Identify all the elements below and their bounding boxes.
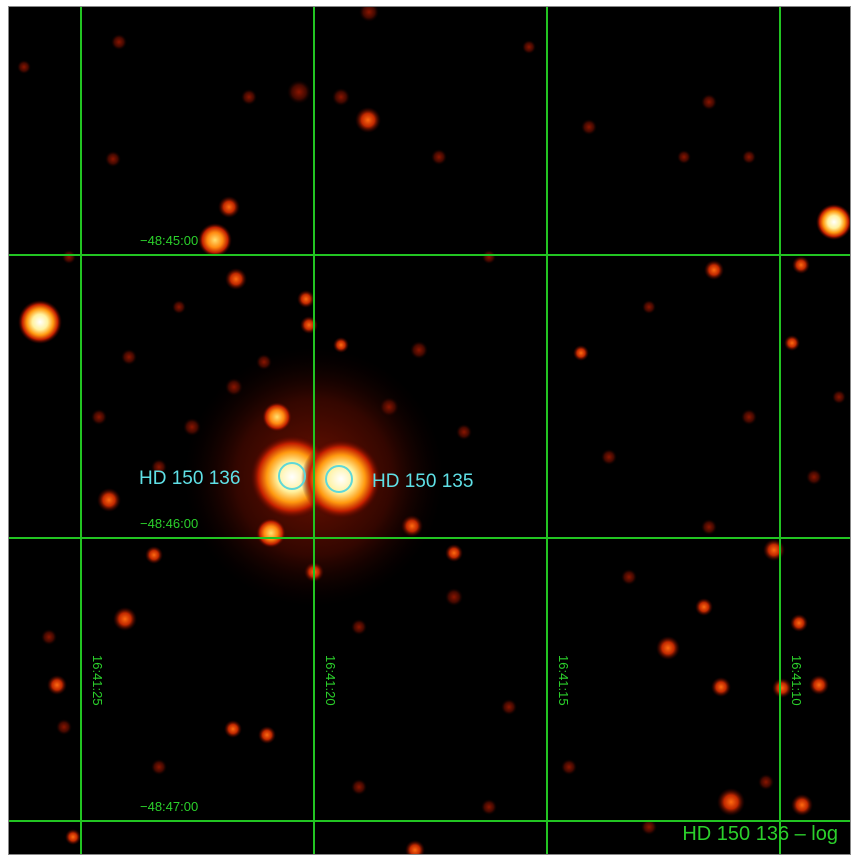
x-ray-source-blob [258, 726, 276, 744]
source-label: HD 150 136 [139, 468, 241, 489]
x-ray-source-blob [790, 614, 808, 632]
x-ray-source-blob [172, 300, 186, 314]
x-ray-source-blob [56, 719, 72, 735]
x-ray-source-blob [701, 519, 717, 535]
x-ray-source-blob [695, 598, 713, 616]
x-ray-source-blob [225, 268, 247, 290]
ra-label: 16:41:15 [556, 655, 571, 706]
x-ray-source-blob [151, 459, 167, 475]
x-ray-source-blob [832, 390, 846, 404]
x-ray-source-blob [91, 409, 107, 425]
xray-sky-map [17, 7, 850, 854]
x-ray-source-blob [758, 774, 774, 790]
x-ray-source-blob [62, 250, 76, 264]
ra-label: 16:41:20 [323, 655, 338, 706]
x-ray-source-blob [806, 469, 822, 485]
x-ray-source-blob [445, 544, 463, 562]
x-ray-source-blob [224, 720, 242, 738]
x-ray-source-blob [704, 260, 724, 280]
x-ray-source-blob [47, 675, 67, 695]
x-ray-source-blob [145, 546, 163, 564]
ra-label: 16:41:10 [789, 655, 804, 706]
x-ray-source-blob [218, 196, 240, 218]
x-ray-source-blob [300, 316, 318, 334]
x-ray-source-blob [405, 840, 425, 854]
x-ray-source-blob [359, 7, 379, 22]
x-ray-source-blob [18, 300, 62, 344]
x-ray-source-blob [445, 588, 463, 606]
x-ray-source-blob [111, 34, 127, 50]
x-ray-source-blob [151, 759, 167, 775]
x-ray-source-blob [581, 119, 597, 135]
x-ray-source-blob [741, 409, 757, 425]
x-ray-source-blob [816, 204, 850, 240]
sky-image: −48:45:00 −48:46:00 −48:47:00 16:41:25 1… [8, 6, 851, 855]
x-ray-source-blob [621, 569, 637, 585]
x-ray-source-blob [183, 418, 201, 436]
x-ray-source-blob [711, 677, 731, 697]
x-ray-source-blob [287, 80, 311, 104]
x-ray-source-blob [791, 794, 813, 816]
x-ray-source-blob [297, 290, 315, 308]
dec-label: −48:45:00 [140, 233, 199, 248]
x-ray-source-blob [482, 250, 496, 264]
x-ray-source-blob [501, 699, 517, 715]
image-title: HD 150 136 – log [682, 823, 838, 845]
x-ray-source-blob [717, 788, 745, 816]
x-ray-source-blob [573, 345, 589, 361]
x-ray-source-blob [656, 636, 680, 660]
dec-grid-line [9, 820, 850, 822]
x-ray-source-blob [351, 779, 367, 795]
ra-grid-line [779, 7, 781, 854]
x-ray-source-blob [641, 819, 657, 835]
source-label: HD 150 135 [372, 471, 474, 492]
x-ray-source-blob [410, 341, 428, 359]
dec-grid-line [9, 254, 850, 256]
x-ray-source-blob [97, 488, 121, 512]
x-ray-source-blob [763, 539, 785, 561]
x-ray-source-blob [809, 675, 829, 695]
x-ray-source-blob [351, 619, 367, 635]
x-ray-source-blob [225, 378, 243, 396]
x-ray-source-blob [677, 150, 691, 164]
x-ray-source-blob [561, 759, 577, 775]
x-ray-source-blob [742, 150, 756, 164]
x-ray-source-blob [355, 107, 381, 133]
source-marker-hd150135[interactable] [325, 465, 353, 493]
dec-grid-line [9, 537, 850, 539]
x-ray-source-blob [431, 149, 447, 165]
dec-label: −48:47:00 [140, 799, 199, 814]
x-ray-source-blob [17, 60, 31, 74]
x-ray-source-blob [198, 223, 232, 257]
x-ray-source-blob [256, 518, 286, 548]
x-ray-source-blob [401, 515, 423, 537]
x-ray-source-blob [65, 829, 81, 845]
x-ray-source-blob [121, 349, 137, 365]
x-ray-source-blob [113, 607, 137, 631]
source-marker-hd150136[interactable] [278, 462, 306, 490]
x-ray-source-blob [792, 256, 810, 274]
x-ray-source-blob [642, 300, 656, 314]
ra-label: 16:41:25 [90, 655, 105, 706]
x-ray-source-blob [772, 678, 792, 698]
x-ray-source-blob [456, 424, 472, 440]
x-ray-source-blob [481, 799, 497, 815]
x-ray-source-blob [784, 335, 800, 351]
x-ray-source-blob [332, 88, 350, 106]
x-ray-source-blob [379, 397, 399, 417]
x-ray-source-blob [41, 629, 57, 645]
x-ray-source-blob [522, 40, 536, 54]
dec-label: −48:46:00 [140, 516, 199, 531]
x-ray-source-blob [105, 151, 121, 167]
ra-grid-line [546, 7, 548, 854]
ra-grid-line [80, 7, 82, 854]
x-ray-source-blob [256, 354, 272, 370]
x-ray-source-blob [701, 94, 717, 110]
x-ray-source-blob [601, 449, 617, 465]
x-ray-source-blob [241, 89, 257, 105]
x-ray-source-blob [262, 402, 292, 432]
x-ray-source-blob [333, 337, 349, 353]
ra-grid-line [313, 7, 315, 854]
